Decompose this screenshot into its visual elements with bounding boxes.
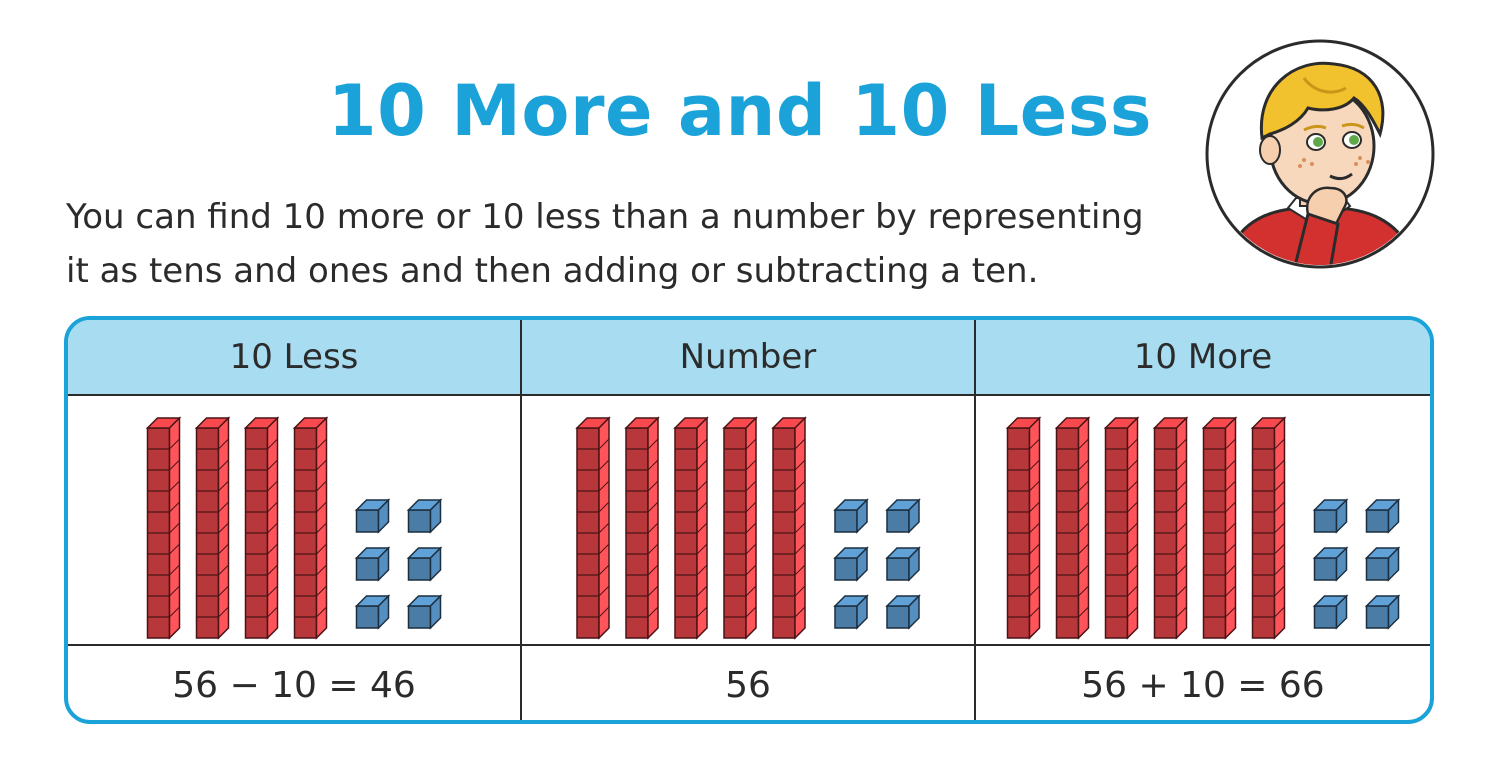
base-ten-blocks-10-more: [1005, 416, 1401, 640]
place-value-table: 10 Less Number 10 More 56 − 10 = 46 56 5…: [64, 316, 1434, 724]
equation-10-more: 56 + 10 = 66: [1081, 664, 1325, 706]
one-cube: [833, 498, 869, 534]
ten-rod: [575, 416, 611, 640]
one-cube: [1364, 546, 1401, 582]
blocks-cell-10-more: [976, 396, 1430, 644]
ten-rod: [1005, 416, 1042, 640]
header-10-less: 10 Less: [68, 320, 522, 394]
one-cube: [354, 546, 391, 582]
ten-rod: [1103, 416, 1140, 640]
ten-rod: [145, 416, 182, 640]
equation-number: 56: [522, 646, 976, 720]
ten-rod: [673, 416, 709, 640]
ten-rod: [194, 416, 231, 640]
ten-rod: [1201, 416, 1238, 640]
blocks-cell-number: [522, 396, 976, 644]
intro-line-1: You can find 10 more or 10 less than a n…: [66, 197, 1144, 237]
ten-rod: [771, 416, 807, 640]
equation-10-less: 56 − 10 = 46: [68, 646, 522, 720]
one-cube: [833, 594, 869, 630]
intro-text: You can find 10 more or 10 less than a n…: [66, 190, 1206, 298]
thinking-boy-icon: [1205, 39, 1435, 269]
page-title: 10 More and 10 Less: [327, 70, 1153, 152]
one-cube: [885, 498, 921, 534]
header-number: Number: [522, 320, 976, 394]
one-cube: [1364, 594, 1401, 630]
blocks-cell-10-less: [68, 396, 522, 644]
ten-rod: [292, 416, 329, 640]
one-cube: [406, 594, 443, 630]
ten-rod: [722, 416, 758, 640]
ten-rod: [1054, 416, 1091, 640]
header-10-more: 10 More: [1133, 337, 1273, 377]
one-cube: [354, 594, 391, 630]
table-equation-row: 56 − 10 = 46 56 56 + 10 = 66: [68, 646, 1430, 720]
one-cube: [1312, 498, 1349, 534]
base-ten-blocks-number: [575, 416, 921, 640]
one-cube: [885, 594, 921, 630]
one-cube: [1312, 594, 1349, 630]
table-blocks-row: [68, 396, 1430, 646]
table-header-row: 10 Less Number 10 More: [68, 320, 1430, 396]
one-cube: [1364, 498, 1401, 534]
intro-line-2: it as tens and ones and then adding or s…: [66, 251, 1039, 291]
one-cube: [406, 498, 443, 534]
ten-rod: [243, 416, 280, 640]
base-ten-blocks-10-less: [145, 416, 443, 640]
ten-rod: [1250, 416, 1287, 640]
one-cube: [885, 546, 921, 582]
one-cube: [406, 546, 443, 582]
one-cube: [354, 498, 391, 534]
one-cube: [1312, 546, 1349, 582]
one-cube: [833, 546, 869, 582]
ten-rod: [1152, 416, 1189, 640]
ten-rod: [624, 416, 660, 640]
